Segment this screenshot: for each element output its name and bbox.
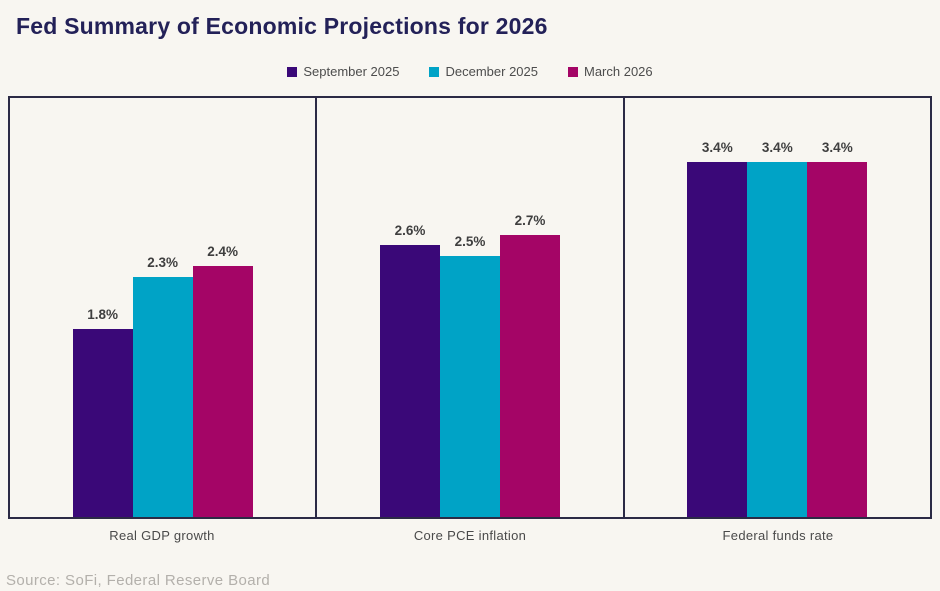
bar [132,277,193,517]
category-label: Federal funds rate [722,528,834,543]
bar-core-pce-inflation-december-2025: 2.5% [439,234,500,517]
bar [747,162,808,517]
bar [687,162,748,517]
bar-value-label: 3.4% [761,140,793,155]
bar [439,256,500,517]
bar [192,266,253,517]
legend-item-december-2025: December 2025 [429,64,538,79]
bar-real-gdp-growth-september-2025: 1.8% [72,307,133,517]
chart-panel: 2.6% 2.5% 2.7% [315,98,622,517]
legend-label: December 2025 [445,64,538,79]
bar-real-gdp-growth-march-2026: 2.4% [192,244,253,517]
bar [807,162,868,517]
category-label: Core PCE inflation [413,528,527,543]
bar-group: 2.6% 2.5% 2.7% [317,213,622,517]
bar-federal-funds-rate-september-2025: 3.4% [687,140,748,517]
bar-value-label: 2.4% [207,244,239,259]
bar-value-label: 3.4% [821,140,853,155]
bar [72,329,133,517]
bar [379,245,440,517]
legend-label: September 2025 [303,64,400,79]
bar-federal-funds-rate-march-2026: 3.4% [807,140,868,517]
chart-panel: 3.4% 3.4% 3.4% [622,98,930,517]
source-note: Source: SoFi, Federal Reserve Board [6,572,271,589]
bar-federal-funds-rate-december-2025: 3.4% [747,140,808,517]
bar-value-label: 2.7% [514,213,546,228]
legend-label: March 2026 [583,64,653,79]
bar-group: 3.4% 3.4% 3.4% [625,140,930,517]
legend-swatch-icon [567,66,578,77]
category-label: Real GDP growth [109,528,215,543]
bar-value-label: 2.3% [147,255,179,270]
bar-group: 1.8% 2.3% 2.4% [10,244,315,517]
bar-value-label: 2.6% [394,223,426,238]
bar-core-pce-inflation-september-2025: 2.6% [379,223,440,517]
legend-swatch-icon [287,66,298,77]
plot-area: 1.8% 2.3% 2.4% 2.6% 2.5% 2.7% 3.4% 3.4% 3.4% [8,96,932,519]
bar [499,235,560,517]
category-axis: Real GDP growth Core PCE inflation Feder… [8,528,932,543]
legend-item-september-2025: September 2025 [287,64,399,79]
bar-value-label: 2.5% [454,234,486,249]
bar-real-gdp-growth-december-2025: 2.3% [132,255,193,517]
chart-panel: 1.8% 2.3% 2.4% [10,98,315,517]
legend-swatch-icon [429,66,440,77]
legend: September 2025 December 2025 March 2026 [0,64,940,79]
page-title: Fed Summary of Economic Projections for … [16,13,548,39]
bar-core-pce-inflation-march-2026: 2.7% [499,213,560,517]
bar-value-label: 3.4% [701,140,733,155]
legend-item-march-2026: March 2026 [567,64,653,79]
bar-value-label: 1.8% [87,307,119,322]
